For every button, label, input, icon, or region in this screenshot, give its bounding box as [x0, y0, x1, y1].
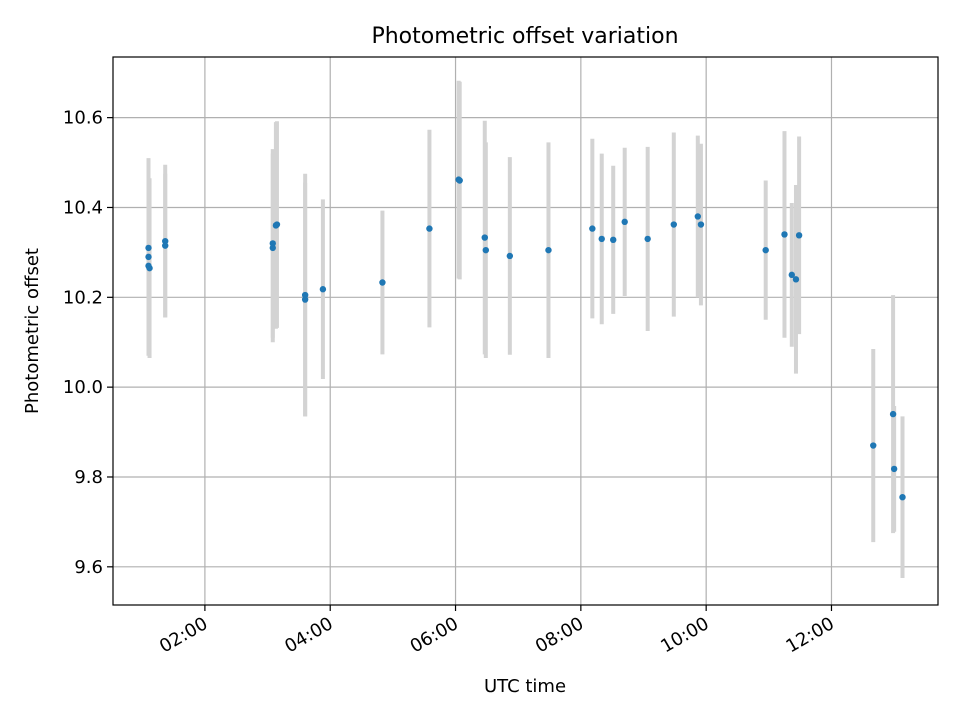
data-point [319, 286, 327, 293]
data-point [694, 213, 702, 220]
data-point [610, 236, 617, 244]
data-point [145, 244, 152, 252]
y-tick-label: 9.6 [74, 557, 103, 578]
data-point [889, 410, 897, 418]
data-point [670, 221, 677, 228]
data-point [145, 253, 152, 261]
data-point [301, 291, 309, 299]
data-point [899, 493, 906, 501]
data-point [762, 246, 769, 254]
y-tick-label: 10.2 [63, 287, 103, 308]
data-point [697, 221, 705, 228]
data-point [545, 246, 552, 254]
y-tick-label: 10.0 [63, 377, 103, 398]
data-point [870, 442, 877, 449]
data-point [379, 279, 386, 286]
data-point [301, 296, 309, 303]
data-point [426, 225, 433, 232]
data-point [146, 264, 153, 272]
chart-title: Photometric offset variation [371, 24, 678, 49]
data-point [788, 271, 795, 279]
data-point [890, 465, 898, 473]
plot-frame [112, 56, 939, 606]
y-axis-label: Photometric offset [22, 248, 43, 414]
data-point [269, 240, 276, 247]
data-point [482, 246, 490, 254]
data-point [644, 235, 651, 243]
data-point [269, 244, 276, 252]
data-points [145, 176, 906, 501]
data-point [506, 252, 514, 260]
y-tick-label: 9.8 [74, 467, 103, 488]
data-point [621, 218, 628, 226]
data-point [795, 232, 803, 239]
data-point [456, 177, 463, 184]
data-point [162, 242, 169, 249]
y-tick-label: 10.6 [63, 108, 103, 129]
y-tick-label: 10.4 [63, 197, 103, 218]
data-point [598, 235, 605, 243]
y-axis-ticks: 9.6 9.8 10.0 10.2 10.4 10.6 [63, 108, 113, 578]
data-point [589, 225, 596, 232]
data-point [481, 234, 488, 241]
data-point [273, 221, 281, 228]
data-point [162, 237, 169, 245]
data-point [792, 276, 800, 283]
x-axis-label: UTC time [484, 676, 566, 697]
data-point [781, 231, 788, 238]
